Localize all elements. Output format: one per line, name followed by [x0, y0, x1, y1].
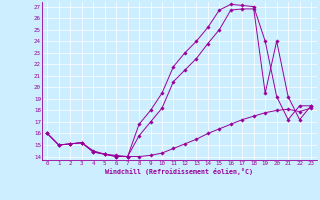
X-axis label: Windchill (Refroidissement éolien,°C): Windchill (Refroidissement éolien,°C): [105, 168, 253, 175]
